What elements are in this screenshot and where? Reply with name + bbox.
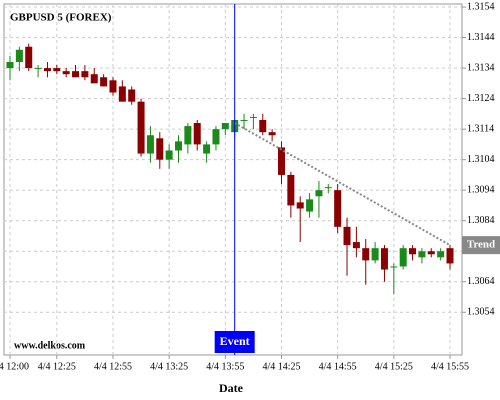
candle-body: [62, 71, 70, 75]
candle-body: [306, 199, 314, 212]
candle-body: [221, 123, 229, 130]
candle-body: [437, 251, 445, 258]
candle-body: [418, 251, 426, 258]
candle-body: [53, 68, 61, 72]
candle-body: [296, 202, 304, 209]
watermark: www.delkos.com: [14, 340, 86, 351]
y-tick-label: 1.3134: [467, 62, 495, 73]
candle-body: [165, 150, 173, 160]
plot-area: [3, 3, 463, 356]
candle-body: [15, 49, 23, 62]
candle-body: [249, 116, 257, 118]
x-axis-title: Date: [219, 381, 244, 395]
candle-body: [100, 77, 108, 87]
y-tick-label: 1.3144: [467, 32, 495, 43]
candle-body: [409, 248, 417, 255]
candle-body: [446, 248, 454, 264]
y-tick-label: 1.3054: [467, 307, 495, 318]
candle-body: [352, 242, 360, 249]
candle-body: [175, 141, 183, 151]
chart-title: GBPUSD 5 (FOREX): [10, 12, 112, 24]
candle-body: [156, 138, 164, 160]
trend-label-box: [462, 236, 500, 255]
y-tick-label: 1.3084: [467, 215, 495, 226]
x-tick-label: 4/4 13:55: [206, 361, 244, 372]
candle-body: [427, 251, 435, 255]
x-tick-label: 4/4 14:55: [319, 361, 357, 372]
candle-body: [399, 248, 407, 267]
candle-body: [287, 174, 295, 206]
y-tick-label: 1.3104: [467, 154, 495, 165]
trend-label: Trend: [467, 239, 495, 251]
candle-body: [324, 187, 332, 189]
y-tick-label: 1.3154: [467, 1, 495, 12]
candle-body: [81, 71, 89, 78]
candle-body: [43, 68, 51, 72]
event-label-box: [214, 331, 255, 353]
y-tick-label: 1.3064: [467, 276, 495, 287]
candle-body: [193, 123, 201, 145]
candle-body: [362, 248, 370, 261]
candle-body: [315, 190, 323, 197]
candle-body: [34, 68, 42, 70]
candle-body: [268, 132, 276, 136]
candle-body: [118, 86, 126, 102]
candle-body: [240, 119, 248, 121]
y-tick-label: 1.3094: [467, 184, 495, 195]
candle-body: [203, 144, 211, 154]
candle-body: [380, 248, 388, 270]
candle-body: [371, 248, 379, 261]
x-tick-label: 4/4 14:25: [262, 361, 300, 372]
candle-body: [6, 61, 14, 69]
x-tick-label: 4/4 12:25: [38, 361, 76, 372]
event-label: Event: [220, 334, 250, 348]
candle-body: [334, 190, 342, 227]
x-tick-label: 4/4 15:55: [431, 361, 469, 372]
x-tick-label: 4/4 12:55: [94, 361, 132, 372]
x-tick-label: 4/4 13:25: [150, 361, 188, 372]
candle-body: [72, 71, 80, 78]
candle-body: [390, 266, 398, 268]
candle-body: [212, 129, 220, 145]
trend-line: [234, 122, 451, 246]
candle-body: [146, 135, 154, 154]
candle-body: [128, 89, 136, 102]
candle-body: [184, 126, 192, 145]
y-tick-label: 1.3124: [467, 93, 495, 104]
y-tick-label: 1.3114: [467, 123, 494, 134]
candle-body: [25, 46, 33, 69]
candle-body: [137, 101, 145, 154]
x-tick-label: 4/4 12:00: [0, 361, 29, 372]
candle-body: [90, 74, 98, 84]
candle-body: [109, 80, 117, 93]
candle-body: [277, 147, 285, 175]
candle-body: [259, 119, 267, 133]
candle-body: [343, 226, 351, 246]
x-tick-label: 4/4 15:25: [375, 361, 413, 372]
